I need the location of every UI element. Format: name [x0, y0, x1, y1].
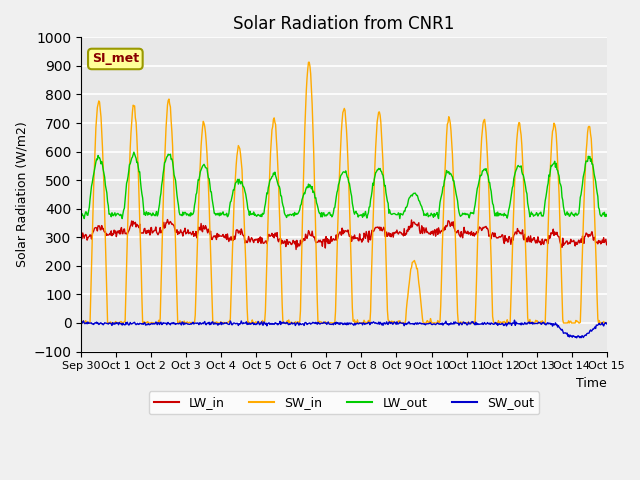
SW_in — [247, 320, 255, 326]
Line: LW_out: LW_out — [81, 152, 640, 323]
SW_out — [451, 321, 458, 327]
Line: SW_in: SW_in — [81, 62, 640, 323]
LW_out — [144, 212, 152, 218]
LW_in — [452, 229, 460, 235]
Title: Solar Radiation from CNR1: Solar Radiation from CNR1 — [233, 15, 454, 33]
SW_out — [143, 322, 151, 328]
SW_in — [305, 60, 313, 65]
SW_out — [638, 320, 640, 326]
LW_in — [143, 228, 151, 233]
LW_in — [421, 230, 429, 236]
Y-axis label: Solar Radiation (W/m2): Solar Radiation (W/m2) — [15, 121, 28, 267]
SW_in — [77, 319, 85, 325]
LW_out — [638, 320, 640, 326]
LW_out — [130, 149, 138, 155]
LW_out — [296, 207, 303, 213]
LW_in — [164, 216, 172, 222]
LW_in — [292, 247, 300, 252]
Legend: LW_in, SW_in, LW_out, SW_out: LW_in, SW_in, LW_out, SW_out — [148, 391, 540, 414]
SW_out — [246, 322, 254, 327]
LW_out — [77, 214, 85, 219]
Line: SW_out: SW_out — [81, 320, 640, 338]
SW_out — [274, 322, 282, 328]
LW_out — [247, 212, 255, 217]
SW_in — [452, 260, 460, 265]
SW_out — [511, 317, 518, 323]
LW_in — [296, 237, 304, 243]
SW_in — [275, 180, 282, 185]
LW_out — [451, 187, 459, 192]
SW_in — [144, 319, 152, 324]
Text: SI_met: SI_met — [92, 52, 139, 65]
SW_out — [419, 321, 427, 326]
LW_in — [247, 237, 255, 242]
SW_out — [77, 321, 85, 327]
SW_in — [78, 320, 86, 326]
SW_in — [421, 320, 429, 326]
SW_in — [296, 319, 303, 325]
LW_in — [77, 230, 85, 236]
LW_out — [275, 183, 282, 189]
Line: LW_in: LW_in — [81, 219, 640, 250]
LW_in — [638, 236, 640, 241]
SW_in — [638, 320, 640, 326]
X-axis label: Time: Time — [576, 377, 607, 390]
LW_out — [420, 213, 428, 218]
SW_out — [573, 335, 580, 341]
LW_in — [275, 239, 282, 245]
SW_out — [295, 322, 303, 328]
